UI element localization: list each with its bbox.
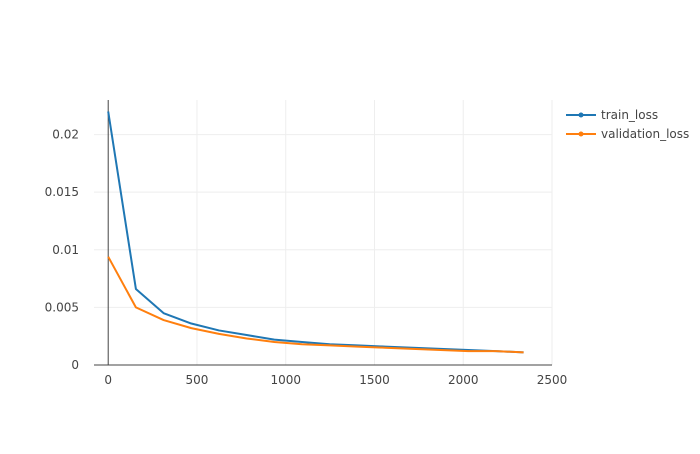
x-tick-label: 2500 bbox=[537, 373, 568, 387]
legend-marker bbox=[578, 112, 584, 118]
legend[interactable]: train_loss validation_loss bbox=[566, 108, 689, 141]
series-layer bbox=[107, 111, 524, 354]
y-tick-label: 0.01 bbox=[52, 243, 79, 257]
x-tick-label: 500 bbox=[186, 373, 209, 387]
series-line-train-loss bbox=[107, 111, 524, 354]
y-tick-label: 0.005 bbox=[45, 300, 79, 314]
legend-item-train-loss[interactable]: train_loss bbox=[566, 108, 658, 122]
x-tick-label: 1000 bbox=[270, 373, 301, 387]
legend-label: validation_loss bbox=[601, 127, 689, 141]
axis-layer: 0 500 1000 1500 2000 2500 0 0.005 0.01 0.015 0.02 bbox=[45, 100, 568, 387]
x-tick-label: 0 bbox=[104, 373, 112, 387]
x-tick-label: 1500 bbox=[359, 373, 390, 387]
y-tick-label: 0.02 bbox=[52, 128, 79, 142]
grid-layer bbox=[94, 100, 553, 365]
series-line-validation-loss bbox=[107, 256, 524, 354]
legend-label: train_loss bbox=[601, 108, 658, 122]
legend-item-validation-loss[interactable]: validation_loss bbox=[566, 127, 689, 141]
y-tick-label: 0.015 bbox=[45, 185, 79, 199]
legend-marker bbox=[578, 131, 584, 137]
x-tick-label: 2000 bbox=[448, 373, 479, 387]
y-tick-label: 0 bbox=[71, 358, 79, 372]
